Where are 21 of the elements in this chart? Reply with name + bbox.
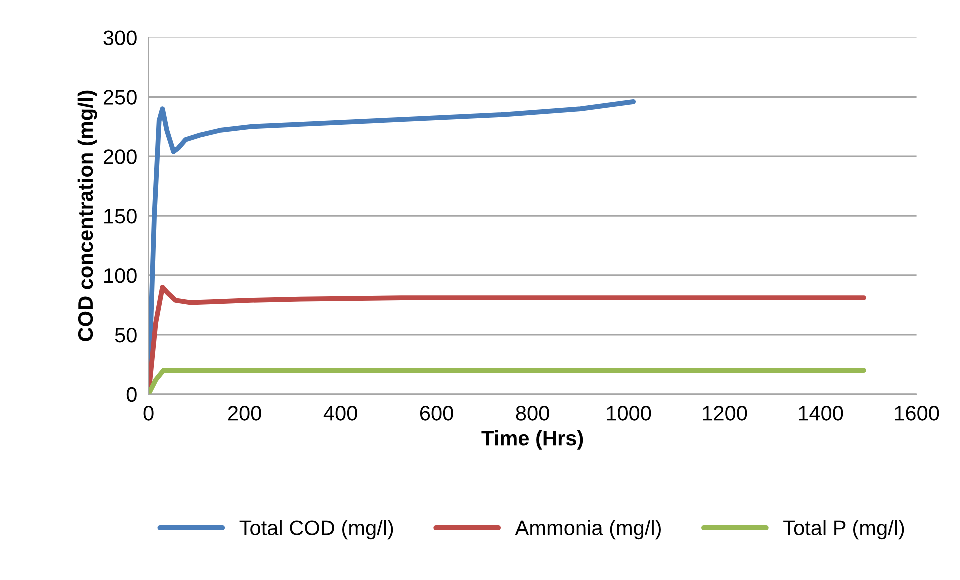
y-tick-label: 250	[104, 90, 137, 105]
y-axis-title: COD concentration (mg/l)	[78, 90, 98, 342]
legend-label: Ammonia (mg/l)	[515, 520, 661, 540]
y-tick-label: 300	[104, 30, 137, 46]
x-tick-label: 1000	[607, 406, 652, 421]
x-tick-label: 1200	[703, 406, 748, 421]
y-tick-label: 200	[104, 150, 137, 164]
legend-label: Total COD (mg/l)	[240, 520, 394, 540]
x-tick-label: 200	[228, 406, 262, 421]
x-axis-title: Time (Hrs)	[482, 430, 584, 450]
x-tick-label: 600	[420, 406, 454, 421]
x-tick-label: 0	[144, 406, 154, 421]
x-tick-label: 400	[324, 406, 358, 421]
y-tick-label: 50	[115, 328, 137, 343]
x-tick-label: 1400	[799, 406, 844, 421]
x-tick-label: 1600	[895, 406, 940, 421]
y-tick-label: 0	[126, 387, 137, 402]
legend-label: Total P (mg/l)	[784, 520, 904, 540]
x-tick-label: 800	[516, 406, 550, 421]
y-tick-label: 150	[104, 209, 137, 224]
y-tick-label: 100	[104, 268, 137, 284]
